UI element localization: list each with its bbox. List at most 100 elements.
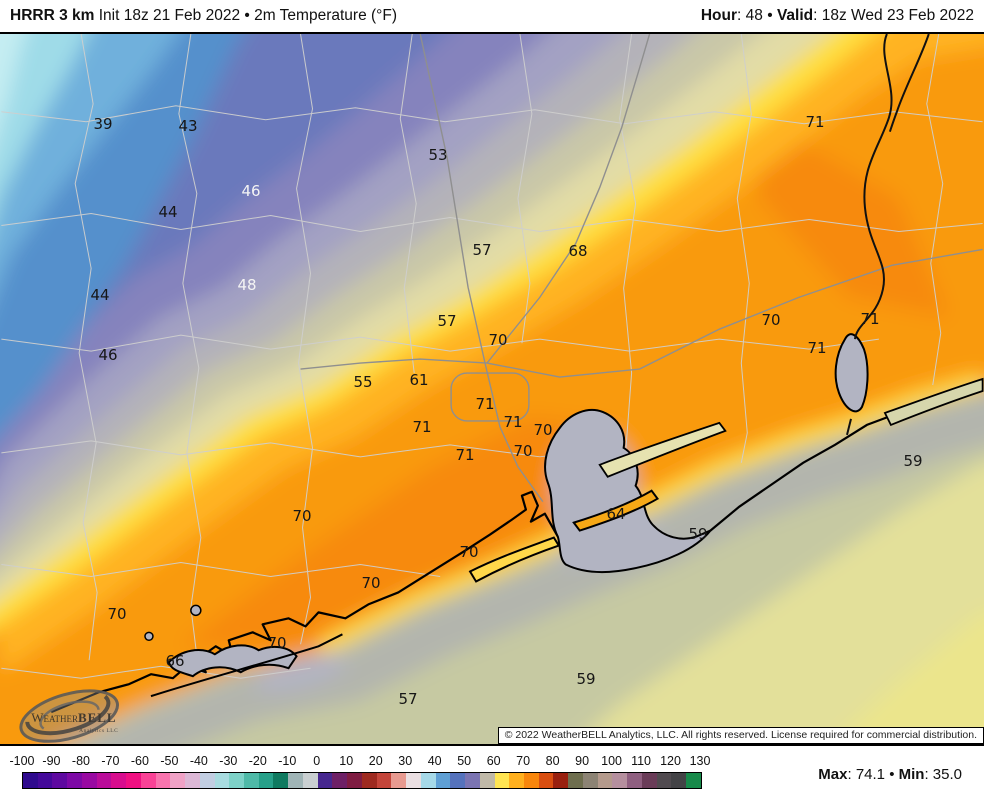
highway-us59 [486,34,651,364]
logo-weather: Weather [31,710,78,725]
init-time: Init 18z 21 Feb 2022 [98,7,241,24]
colorbar-segment [450,773,466,788]
colorbar-tick: -10 [278,754,297,768]
temperature-field-svg: WeatherBELL Analytics LLC [0,34,984,744]
colorbar-segment [568,773,583,788]
colorbar-segment [126,773,141,788]
gulf-offshore-band [574,462,984,744]
colorbar-segment [509,773,524,788]
colorbar-segment [627,773,642,788]
max-value: 74.1 [855,766,886,783]
colorbar-tick: 70 [516,754,531,768]
logo-bell: BELL [78,710,117,725]
colorbar-tick: 120 [660,754,681,768]
colorbar-segment [656,773,672,788]
colorbar-segment [155,773,171,788]
colorbar-tick: 30 [398,754,413,768]
colorbar-tick: 90 [575,754,590,768]
sabine-outlet [846,418,852,436]
barrier-island-east [883,377,984,427]
colorbar-segment [317,773,333,788]
colorbar-segment [420,773,436,788]
colorbar-tick: -60 [130,754,149,768]
sabine-river [853,34,893,340]
highways [300,34,983,503]
colorbar-segment [229,773,245,788]
colorbar-segment [302,773,318,788]
colorbar-segment [37,773,53,788]
band-pale-cyan [0,34,26,125]
product-name: 2m Temperature (°F) [254,7,397,24]
colorbar-tick: 110 [631,754,651,768]
colorbar-tick: 0 [313,754,321,768]
houston-beltway [450,372,530,422]
colorbar-segment [23,773,38,788]
weather-map: WeatherBELL Analytics LLC 39 43 46 44 44 48 46… [0,34,984,746]
min-value: 35.0 [932,766,962,783]
colorbar-tick: -30 [219,754,238,768]
colorbar-segment [67,773,82,788]
logo-swirl-inner [39,700,100,730]
small-lake-2 [144,631,154,642]
colorbar-tick: -100 [9,754,35,768]
galveston-bay [544,408,712,574]
min-sep: : [924,766,933,783]
colorbar-tick: 100 [601,754,622,768]
colorbar-segment [523,773,539,788]
colorbar-tick: 50 [457,754,472,768]
colorbar-segment [582,773,598,788]
colorbar-tick: -20 [248,754,267,768]
min-label: Min [898,766,925,783]
colorbar-tick: 60 [486,754,501,768]
colorbar-segment [406,773,421,788]
logo-swirl-arc [25,694,111,736]
galveston-island [468,536,561,583]
colorbar-segment [185,773,200,788]
sabine-lake [834,333,869,413]
colorbar-tick: -50 [160,754,179,768]
colorbar-segment [494,773,510,788]
colorbar-tick: -90 [42,754,61,768]
legend-footer: -100 -90 -80 -70 -60 -50 -40 -30 -20 -10 0 10 20 30 40… [0,746,984,804]
colorbar-segment [199,773,215,788]
colorbar-segment [671,773,687,788]
colorbar-segment [52,773,68,788]
colorbar-segment [244,773,259,788]
max-sep: : [847,766,856,783]
title-right: Hour: 48 • Valid: 18z Wed 23 Feb 2022 [701,7,974,25]
colorbar-tick: -70 [101,754,120,768]
warm-core-ne [759,117,949,318]
mid-dot: • [762,7,777,24]
river-branch [888,34,930,133]
colorbar-segment [538,773,554,788]
colorbar-segment [479,773,495,788]
warm-core-sw [180,416,620,647]
colorbar-segment [376,773,392,788]
title-dot: • [244,7,250,24]
colorbar-tick: 20 [368,754,383,768]
small-lake-1 [190,604,202,617]
colorbar-segment [81,773,97,788]
barrier-island-mid [598,421,727,478]
colorbar-segment [288,773,303,788]
colorbar-segment [96,773,112,788]
colorbar-segment [111,773,127,788]
colorbar-tick: 80 [545,754,560,768]
colorbar-segment [332,773,348,788]
colorbar-segment [435,773,451,788]
valid-label: Valid [776,7,814,24]
colorbar-segment [612,773,628,788]
logo-subtitle: Analytics LLC [79,728,118,734]
colorbar-segment [553,773,569,788]
matagorda-cool-patch [254,652,347,692]
coastal-warm-rim [317,374,984,653]
copyright-notice: © 2022 WeatherBELL Analytics, LLC. All r… [497,727,984,744]
max-label: Max [818,766,848,783]
colorbar-segment [170,773,186,788]
title-bar: HRRR 3 km Init 18z 21 Feb 2022 • 2m Temp… [0,0,984,34]
colorbar-segment [214,773,230,788]
colorbar-segment [465,773,480,788]
title-left: HRRR 3 km Init 18z 21 Feb 2022 • 2m Temp… [10,7,397,25]
colorbar-tick: 10 [339,754,354,768]
colorbar-tick-labels: -100 -90 -80 -70 -60 -50 -40 -30 -20 -10 0 10 20 30 40… [9,754,710,769]
